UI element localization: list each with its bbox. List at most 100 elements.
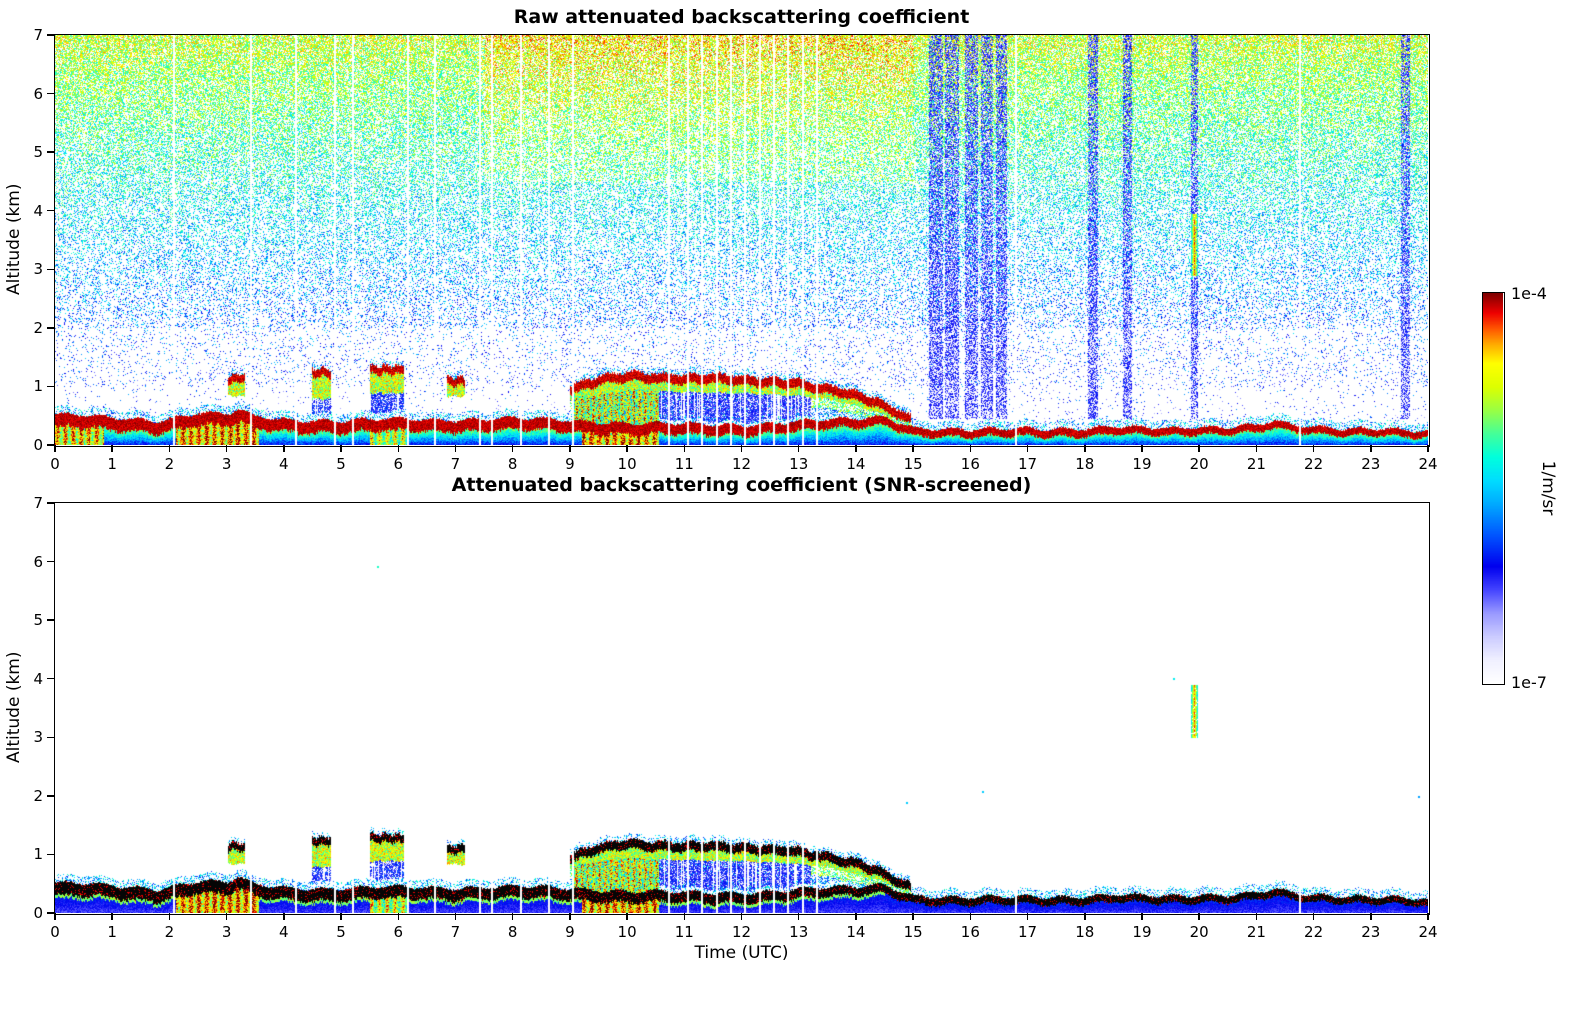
x-tick-mark xyxy=(511,445,514,452)
x-tick-mark xyxy=(1312,913,1315,920)
y-tick-mark xyxy=(46,92,54,95)
y-tick-mark xyxy=(46,151,54,153)
y-tick-label: 2 xyxy=(33,318,43,337)
y-tick-label: 2 xyxy=(33,786,43,805)
x-tick-label: 4 xyxy=(279,455,289,473)
x-tick-mark xyxy=(1084,913,1086,920)
x-tick-label: 22 xyxy=(1304,923,1324,941)
raw-panel: Raw attenuated backscattering coefficien… xyxy=(4,6,1438,473)
x-tick-label: 10 xyxy=(617,923,637,941)
y-tick-mark xyxy=(46,444,54,446)
raw-ylabel: Altitude (km) xyxy=(4,183,24,295)
x-tick-mark xyxy=(225,913,228,920)
x-tick-label: 6 xyxy=(393,923,404,941)
x-tick-mark xyxy=(1427,913,1429,920)
x-tick-label: 15 xyxy=(903,923,923,941)
x-tick-label: 13 xyxy=(789,923,809,941)
x-tick-label: 12 xyxy=(731,455,752,473)
screened-panel-title: Attenuated backscattering coefficient (S… xyxy=(451,474,1032,496)
x-tick-mark xyxy=(683,913,686,920)
x-tick-label: 18 xyxy=(1075,455,1095,473)
x-tick-mark xyxy=(969,445,972,452)
x-tick-mark xyxy=(397,913,399,920)
x-tick-mark xyxy=(397,445,399,452)
x-tick-label: 22 xyxy=(1304,455,1324,473)
x-tick-mark xyxy=(1427,445,1429,452)
x-tick-label: 1 xyxy=(107,923,117,941)
x-tick-mark xyxy=(1370,913,1372,920)
x-tick-mark xyxy=(168,445,171,452)
x-tick-label: 7 xyxy=(450,455,461,473)
x-tick-label: 20 xyxy=(1189,455,1209,473)
x-tick-mark xyxy=(54,445,56,452)
x-tick-label: 8 xyxy=(507,455,518,473)
x-tick-label: 3 xyxy=(221,455,232,473)
x-tick-mark xyxy=(111,913,113,920)
y-tick-mark xyxy=(46,560,54,563)
x-tick-label: 17 xyxy=(1017,923,1038,941)
colorbar-min-label: 1e-7 xyxy=(1511,673,1547,692)
x-tick-label: 23 xyxy=(1361,455,1381,473)
x-tick-label: 21 xyxy=(1246,923,1266,941)
x-tick-mark xyxy=(1255,913,1258,920)
x-tick-label: 2 xyxy=(164,923,175,941)
y-tick-label: 1 xyxy=(33,377,43,396)
y-tick-label: 3 xyxy=(33,728,43,747)
x-tick-label: 19 xyxy=(1132,923,1152,941)
screened-ylabel: Altitude (km) xyxy=(4,651,24,763)
x-tick-mark xyxy=(1370,445,1372,452)
x-tick-label: 15 xyxy=(903,455,923,473)
x-tick-label: 9 xyxy=(565,923,575,941)
x-tick-mark xyxy=(1198,445,1200,452)
x-tick-label: 13 xyxy=(789,455,809,473)
y-tick-mark xyxy=(46,677,54,680)
x-tick-label: 19 xyxy=(1132,455,1152,473)
screened-panel: Attenuated backscattering coefficient (S… xyxy=(4,474,1438,963)
y-tick-mark xyxy=(46,795,54,797)
y-tick-mark xyxy=(46,268,54,271)
x-tick-mark xyxy=(54,913,56,920)
y-tick-mark xyxy=(46,385,54,388)
y-tick-mark xyxy=(46,209,54,212)
y-tick-mark xyxy=(46,502,54,504)
x-tick-label: 23 xyxy=(1361,923,1381,941)
x-tick-mark xyxy=(797,445,800,452)
y-tick-label: 4 xyxy=(33,669,43,688)
x-tick-label: 4 xyxy=(279,923,289,941)
colorbar-units-label: 1/m/sr xyxy=(1538,460,1558,516)
y-tick-label: 7 xyxy=(33,26,43,44)
x-tick-mark xyxy=(569,445,571,452)
x-tick-mark xyxy=(283,913,285,920)
x-tick-mark xyxy=(1255,445,1258,452)
x-axis-label: Time (UTC) xyxy=(694,943,789,963)
x-tick-mark xyxy=(454,913,457,920)
x-tick-mark xyxy=(283,445,285,452)
x-tick-label: 0 xyxy=(50,923,60,941)
x-tick-label: 9 xyxy=(565,455,575,473)
x-tick-label: 21 xyxy=(1246,455,1266,473)
x-tick-label: 3 xyxy=(221,923,232,941)
x-tick-mark xyxy=(1026,445,1029,452)
x-tick-label: 1 xyxy=(107,455,117,473)
x-tick-label: 16 xyxy=(960,455,980,473)
x-tick-label: 10 xyxy=(617,455,637,473)
x-tick-label: 24 xyxy=(1418,923,1438,941)
x-tick-label: 2 xyxy=(164,455,175,473)
raw-panel-title: Raw attenuated backscattering coefficien… xyxy=(513,6,970,28)
x-tick-label: 5 xyxy=(336,455,346,473)
x-tick-mark xyxy=(969,913,972,920)
y-tick-label: 7 xyxy=(33,494,43,512)
x-tick-mark xyxy=(912,445,914,452)
x-tick-mark xyxy=(340,445,342,452)
x-tick-label: 16 xyxy=(960,923,980,941)
y-tick-mark xyxy=(46,327,54,329)
x-tick-mark xyxy=(740,445,743,452)
x-tick-mark xyxy=(626,445,628,452)
x-tick-mark xyxy=(1141,913,1143,920)
x-tick-label: 14 xyxy=(846,923,866,941)
y-tick-label: 4 xyxy=(33,201,43,220)
x-tick-mark xyxy=(740,913,743,920)
x-tick-label: 18 xyxy=(1075,923,1095,941)
y-tick-label: 6 xyxy=(33,84,43,103)
